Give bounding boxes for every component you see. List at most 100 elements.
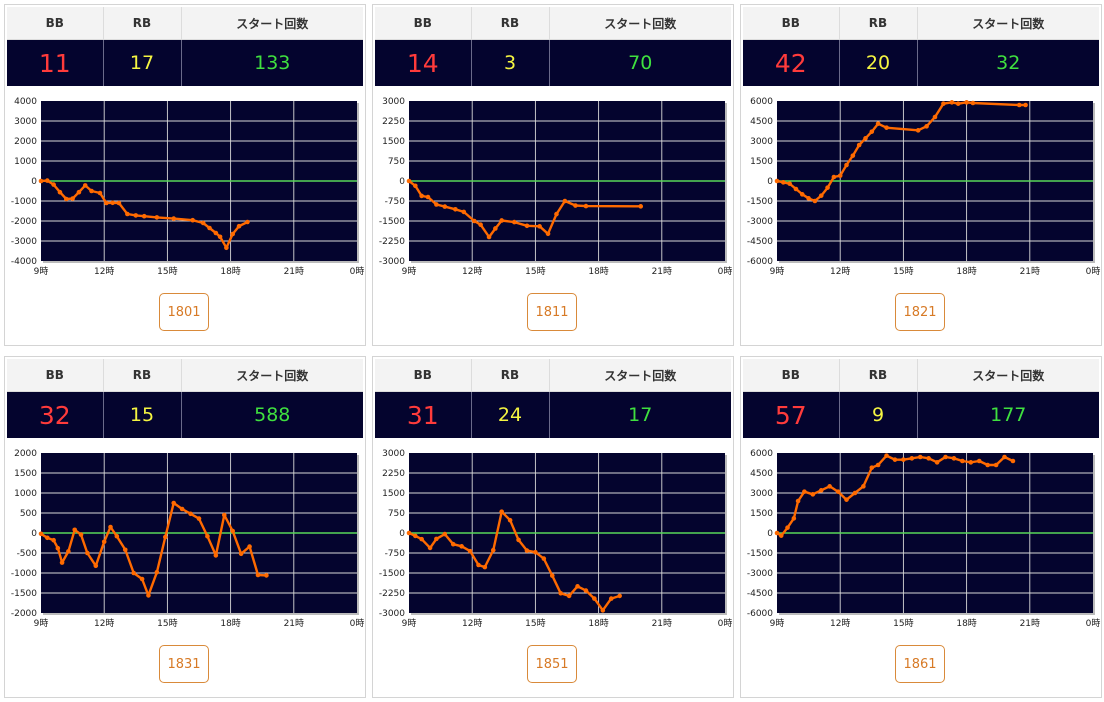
y-tick-label: 2250 [382,469,405,479]
y-tick-label: -4500 [747,237,773,247]
y-tick-label: -4500 [747,589,773,599]
data-point [781,180,786,185]
data-point [200,220,206,226]
machine-panel-1801: BB RB スタート回数 11 17 133 4000 3000 2000 1000 0… [4,4,366,346]
data-point [221,512,227,518]
data-point [575,584,580,589]
start-count: 70 [549,39,731,86]
start-count: 588 [181,391,363,438]
data-point [549,573,555,578]
x-tick-label: 9時 [770,266,785,277]
x-tick-label: 21時 [1020,618,1040,629]
unit-number-button[interactable]: 1831 [159,645,209,683]
y-tick-label: -1500 [379,569,405,579]
data-point [949,100,955,105]
data-point [89,188,94,194]
data-point [425,194,431,200]
data-point [76,189,82,195]
data-point [171,216,177,221]
data-point [450,541,456,547]
x-tick-label: 15時 [157,266,177,277]
x-tick-label: 12時 [94,266,114,277]
data-point [964,100,969,105]
x-tick-label: 21時 [284,618,304,629]
data-point [863,136,868,141]
data-point [516,537,521,543]
unit-number-button[interactable]: 1851 [527,645,577,683]
bb-header: BB [375,359,472,392]
x-tick-label: 18時 [956,266,976,277]
data-point [1002,454,1007,460]
data-point [72,527,78,533]
data-point [850,153,856,158]
y-tick-label: 0 [399,529,405,539]
unit-number-button[interactable]: 1821 [895,293,945,331]
data-point [909,456,915,461]
data-point [941,101,946,106]
bb-header: BB [7,359,104,392]
data-point [884,453,889,458]
data-point [196,516,202,521]
x-tick-label: 18時 [220,266,240,277]
data-point [190,217,195,223]
y-tick-label: 2250 [382,117,405,127]
data-point [968,460,974,465]
data-point [541,556,547,561]
data-point [45,535,50,541]
rb-count: 3 [471,39,550,86]
data-point [245,219,250,225]
bb-count: 57 [743,391,840,438]
data-point [583,588,589,593]
bb-count: 11 [7,39,104,86]
y-tick-label: 1500 [382,137,405,147]
data-point [133,213,139,218]
x-tick-label: 9時 [402,266,417,277]
x-tick-label: 18時 [588,618,608,629]
data-point [224,245,229,251]
x-tick-label: 12時 [462,266,482,277]
data-point [943,454,948,460]
data-point [856,142,862,148]
start-count-header: スタート回数 [181,359,363,392]
y-tick-label: 1500 [14,469,37,479]
data-point [774,530,780,536]
data-point [592,596,597,601]
x-tick-label: 18時 [956,618,976,629]
x-tick-label: 15時 [525,266,545,277]
data-point [545,231,551,237]
stats-table: BB RB スタート回数 11 17 133 [7,7,363,86]
rb-header: RB [103,7,182,40]
data-point [806,196,811,201]
y-tick-label: 4500 [750,469,773,479]
unit-number-button[interactable]: 1861 [895,645,945,683]
unit-number-button[interactable]: 1811 [527,293,577,331]
payout-series-line [408,180,641,239]
x-tick-label: 15時 [525,618,545,629]
y-tick-label: 6000 [750,97,773,107]
y-tick-label: -6000 [747,257,773,267]
data-point [573,203,578,208]
data-point [57,189,63,195]
data-point [818,193,824,198]
data-point [993,462,999,468]
machine-panel-1811: BB RB スタート回数 14 3 70 3000 2250 1500 750 0 -75… [372,4,734,346]
start-count-header: スタート回数 [917,7,1099,40]
data-point [960,458,965,464]
data-point [230,528,236,534]
y-tick-label: -500 [17,549,38,559]
data-point [837,173,843,178]
y-tick-label: 3000 [382,97,405,107]
data-point [901,457,906,462]
unit-number-button[interactable]: 1801 [159,293,209,331]
data-point [934,460,940,465]
data-point [139,576,145,582]
y-tick-label: 1500 [750,157,773,167]
data-point [785,525,790,530]
data-point [154,569,160,575]
x-tick-label: 18時 [220,618,240,629]
data-point [493,226,498,231]
y-tick-label: -1500 [11,589,37,599]
data-point [427,545,433,551]
data-point [213,553,219,558]
